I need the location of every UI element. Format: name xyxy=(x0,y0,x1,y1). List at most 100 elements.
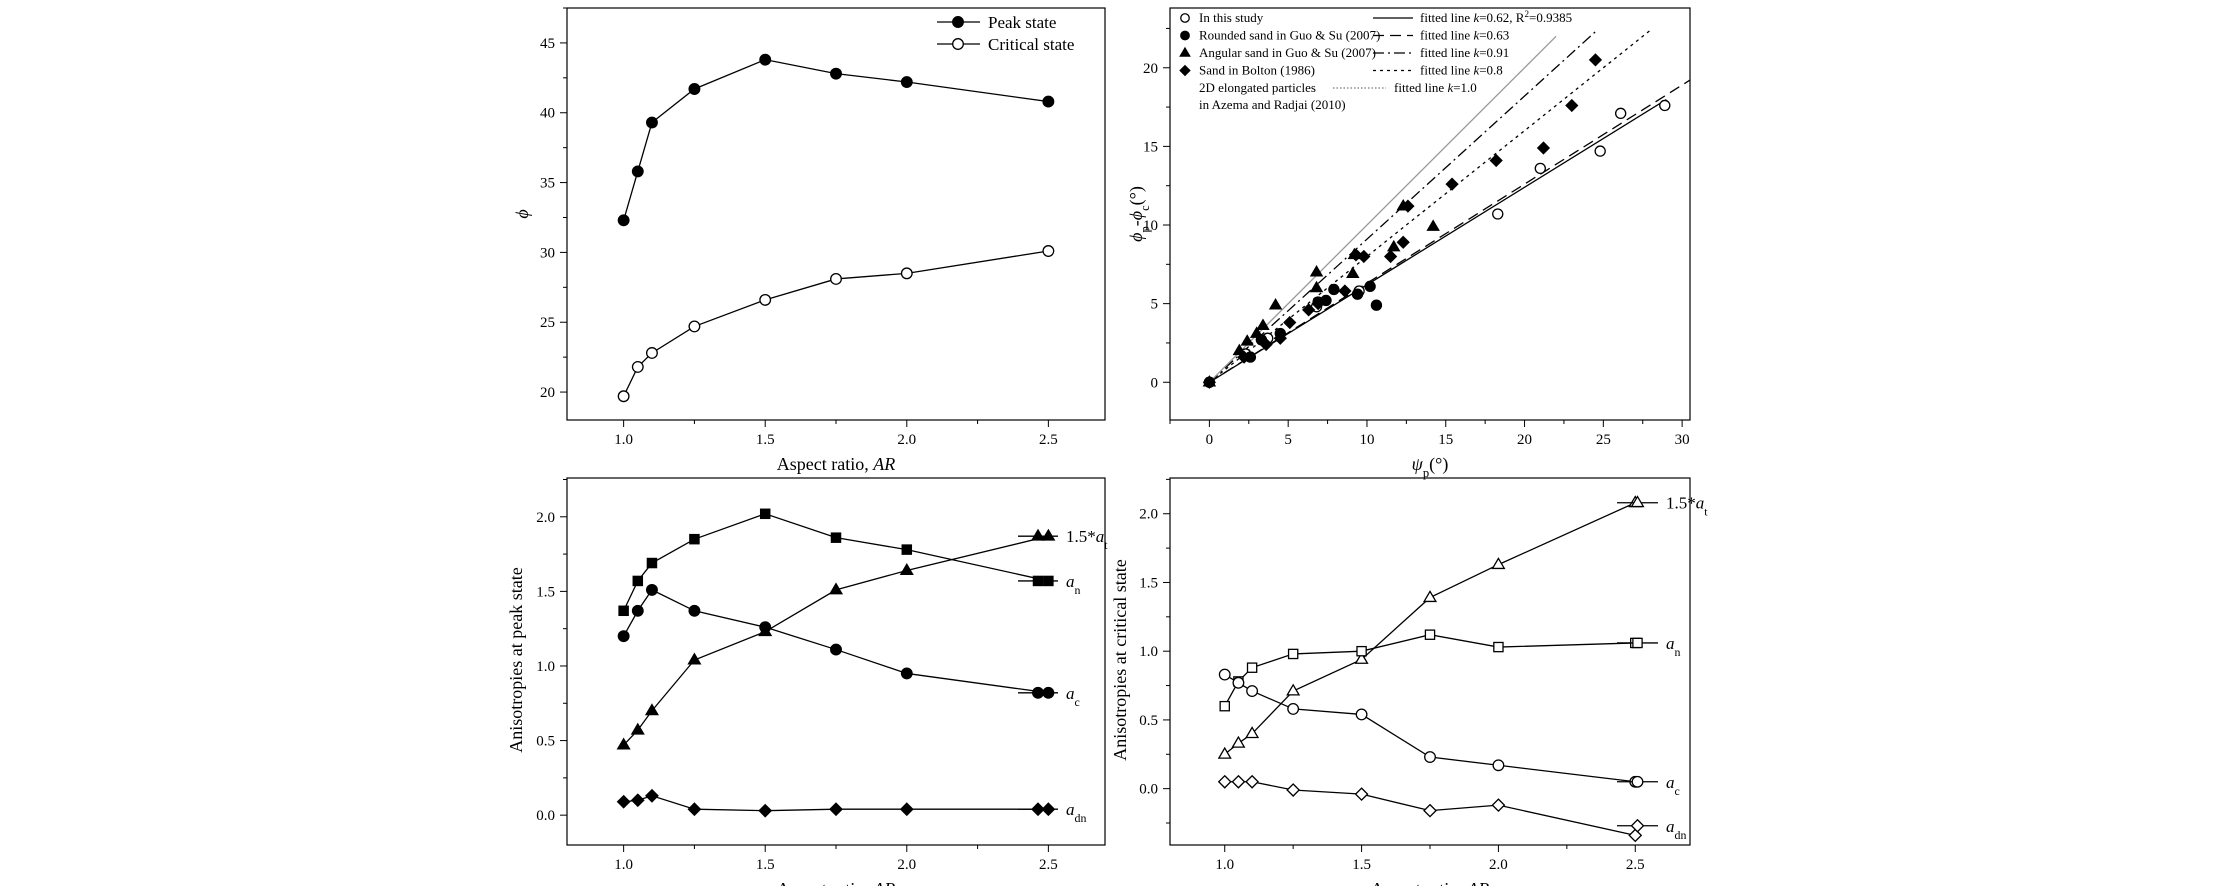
p2-data-point xyxy=(759,621,772,634)
p3-x-tick-label: 2.0 xyxy=(1489,857,1508,873)
p1-legend-fit-label-part: =0.63 xyxy=(1479,28,1509,43)
p2-data-point xyxy=(830,532,842,543)
p1-x-tick-label-part: 0 xyxy=(1206,432,1214,448)
p2-x-tick-label: 1.0 xyxy=(614,857,633,873)
p1-legend-marker xyxy=(1180,30,1190,41)
p1-data-point xyxy=(1202,375,1217,389)
p1-legend-fit-label-part: fitted line xyxy=(1420,28,1473,43)
p3-series-label: an xyxy=(1666,634,1681,659)
panel-dilatancy: 0 5 10 15 20 25 30 0 5 10 15 20 In this study fitted … xyxy=(1126,7,1691,480)
p3-x-tick-label-part: 1.5 xyxy=(1352,857,1371,873)
p3-y-tick-label-part: 1.0 xyxy=(1139,644,1158,660)
p1-legend-label-part: Rounded sand in Guo & Su (2007) xyxy=(1199,28,1380,43)
p1-legend-marker xyxy=(1180,13,1190,23)
p1-y-axis-label-part: p xyxy=(1138,226,1152,232)
p1-data-point xyxy=(1237,350,1251,364)
p1-legend-fit-label-part: 2 xyxy=(1524,9,1529,19)
p1-legend-fit-label-part: k xyxy=(1447,80,1453,95)
p3-y-tick-label: 1.0 xyxy=(1139,644,1158,660)
p1-data-point xyxy=(1249,326,1264,338)
p1-data-point xyxy=(1259,337,1273,352)
p1-data-point xyxy=(1387,239,1401,252)
p3-x-tick-label: 1.5 xyxy=(1352,857,1371,873)
p1-x-tick-label: 25 xyxy=(1596,432,1611,448)
p1-data-point xyxy=(1489,153,1503,168)
p2-series-label: ac xyxy=(1066,684,1080,709)
p3-data-point xyxy=(1424,629,1436,640)
p3-data-point xyxy=(1286,683,1301,696)
p1-data-point xyxy=(1594,145,1606,157)
p3-x-tick-label-part: 1.0 xyxy=(1215,857,1234,873)
p1-data-point xyxy=(1588,53,1603,67)
p2-series-label-part: a xyxy=(1066,800,1075,819)
p3-y-tick-label: 0.0 xyxy=(1139,782,1158,798)
p0-x-tick-label-part: 2.0 xyxy=(897,432,916,448)
p3-data-point xyxy=(1245,726,1260,739)
p1-data-point xyxy=(1268,298,1283,310)
p1-x-axis-label-part: (°) xyxy=(1429,454,1448,475)
p2-data-point xyxy=(829,802,843,817)
p2-y-tick-label-part: 1.0 xyxy=(536,659,555,675)
p2-x-axis-label-part: AR xyxy=(872,879,895,886)
p2-series-label-part: c xyxy=(1075,695,1080,709)
p1-data-point xyxy=(1445,177,1459,191)
p3-data-point xyxy=(1354,787,1369,802)
p1-y-axis-label-part: c xyxy=(1138,205,1152,211)
p1-data-point xyxy=(1346,266,1360,279)
p2-data-point xyxy=(688,604,701,617)
p0-data-point xyxy=(900,267,913,280)
p1-legend-fit-label: fitted line k=0.91 xyxy=(1420,45,1509,60)
p3-series-label-part: dn xyxy=(1675,828,1687,842)
p1-axes-frame xyxy=(1169,7,1691,421)
p1-data-point xyxy=(1370,299,1383,311)
p2-series-label-part: t xyxy=(1104,538,1108,552)
p1-data-point xyxy=(1232,343,1247,356)
p1-data-point xyxy=(1492,208,1504,220)
p3-x-tick-label-part: 2.5 xyxy=(1626,857,1645,873)
p2-data-point xyxy=(901,544,913,555)
p1-y-tick-label-part: 15 xyxy=(1143,139,1158,155)
p1-legend-fit-label-part: k xyxy=(1473,28,1479,43)
p2-x-tick-label: 2.0 xyxy=(897,857,916,873)
p0-legend-marker xyxy=(952,38,964,50)
p2-x-tick-label-part: 1.0 xyxy=(614,857,633,873)
p3-series-label-part: t xyxy=(1704,505,1708,519)
p1-legend-label: 2D elongated particles xyxy=(1199,80,1316,95)
p2-series-label-part: 1.5* xyxy=(1066,527,1096,546)
p1-x-tick-label: 30 xyxy=(1675,432,1690,448)
p2-data-point xyxy=(687,802,702,817)
p0-y-tick-label-part: 25 xyxy=(540,315,555,331)
p1-data-point xyxy=(1536,141,1551,155)
p2-series-line xyxy=(623,513,1049,612)
p2-data-point xyxy=(630,722,645,735)
p0-x-axis-label: Aspect ratio, AR xyxy=(777,454,895,474)
panel-friction-angle: 1.0 1.5 2.0 2.5 20 25 30 35 40 45 Aspect ratio, AR… xyxy=(512,7,1106,474)
p2-y-tick-label: 0.5 xyxy=(536,734,555,750)
p3-data-point xyxy=(1491,798,1506,813)
p0-data-point xyxy=(1042,245,1055,257)
p2-data-point xyxy=(618,605,629,617)
p1-legend-label-cont-part: in Azema and Radjai (2010) xyxy=(1199,97,1346,112)
p2-series-line xyxy=(623,589,1049,694)
p3-data-point xyxy=(1219,700,1230,712)
p1-x-tick-label: 20 xyxy=(1517,432,1532,448)
p0-data-point xyxy=(645,347,658,359)
p3-y-tick-label-part: 2.0 xyxy=(1139,507,1158,523)
p2-data-point xyxy=(630,793,645,808)
p2-series-label: an xyxy=(1066,572,1081,597)
p3-data-point xyxy=(1356,645,1367,657)
p3-y-tick-label: 2.0 xyxy=(1139,507,1158,523)
p0-y-axis-label-part: ϕ xyxy=(512,209,532,218)
p3-label-marker xyxy=(1630,495,1645,508)
p3-series-label: ac xyxy=(1666,773,1680,798)
p3-data-point xyxy=(1217,746,1232,759)
p1-legend-fit-label-part: =0.62, R xyxy=(1479,10,1525,25)
p0-data-point xyxy=(617,390,630,403)
p1-y-tick-label-part: 0 xyxy=(1151,375,1159,391)
p3-data-point xyxy=(1286,783,1301,797)
p3-series-line xyxy=(1224,502,1636,755)
p1-legend-label-part: In this study xyxy=(1199,10,1264,25)
p2-data-point xyxy=(900,667,913,680)
p1-legend-fit-label-part: =0.91 xyxy=(1479,45,1509,60)
p0-y-tick-label-part: 30 xyxy=(540,245,555,261)
